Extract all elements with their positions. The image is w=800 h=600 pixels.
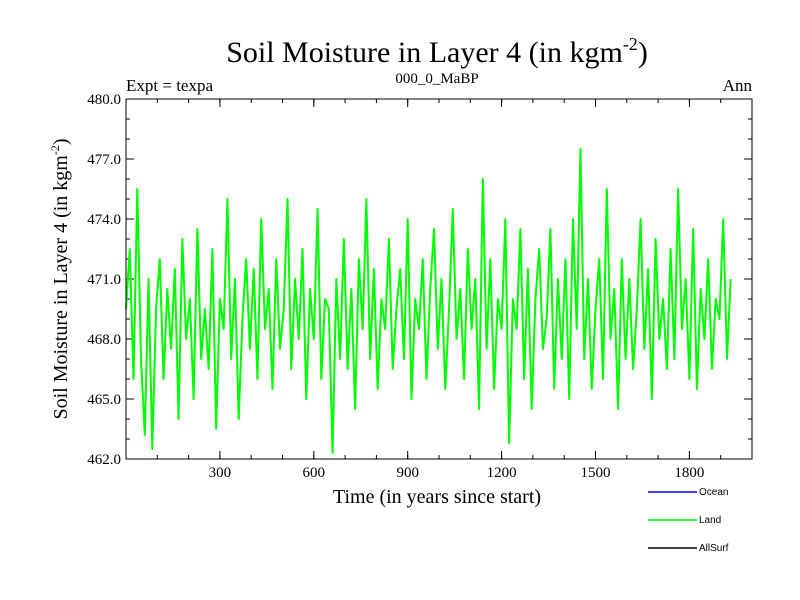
series-lines	[125, 148, 732, 454]
y-axis-ticks: 462.0 465.0 468.0 471.0 474.0 477.0 480.0	[87, 92, 752, 468]
y-tick-label: 477.0	[87, 152, 121, 168]
y-tick-label: 462.0	[87, 452, 121, 468]
chart-title: Soil Moisture in Layer 4 (in kgm-2)	[226, 34, 648, 69]
y-tick-label: 471.0	[87, 272, 121, 288]
legend-label-allsurf: AllSurf	[699, 543, 729, 554]
x-tick-label: 1500	[581, 465, 611, 481]
x-tick-label: 1800	[674, 465, 704, 481]
x-tick-label: 600	[303, 465, 326, 481]
y-tick-label: 480.0	[87, 92, 121, 108]
x-axis-label: Time (in years since start)	[333, 486, 541, 508]
series-line-land	[125, 148, 732, 454]
x-tick-label: 1200	[487, 465, 517, 481]
y-axis-label: Soil Moisture in Layer 4 (in kgm-2)	[48, 138, 72, 419]
y-tick-label: 465.0	[87, 392, 121, 408]
legend-label-ocean: Ocean	[699, 487, 728, 498]
legend: Ocean Land AllSurf	[648, 487, 729, 554]
plot-frame	[125, 98, 753, 460]
x-tick-label: 900	[396, 465, 419, 481]
legend-label-land: Land	[699, 515, 721, 526]
subtitle-center: 000_0_MaBP	[395, 71, 478, 87]
subtitle-right: Ann	[723, 76, 753, 95]
y-tick-label: 468.0	[87, 332, 121, 348]
x-axis-ticks: 300 600 900 1200 1500 1800	[156, 99, 722, 481]
y-tick-label: 474.0	[87, 212, 121, 228]
x-tick-label: 300	[209, 465, 232, 481]
subtitle-left: Expt = texpa	[126, 76, 213, 95]
